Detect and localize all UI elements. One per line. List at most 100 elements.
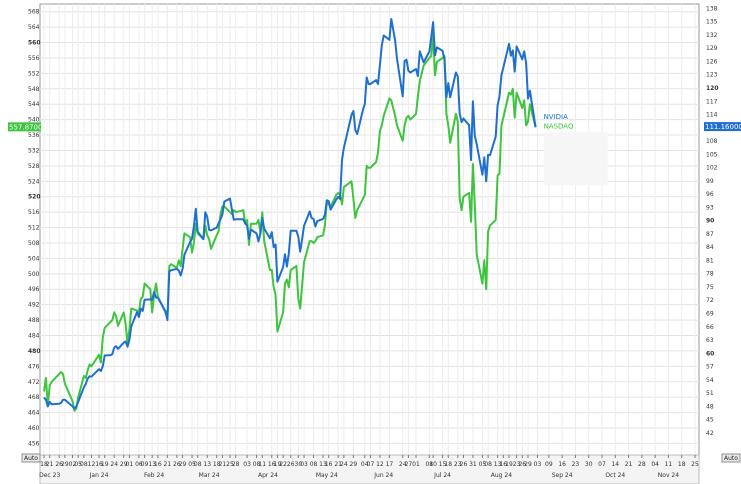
last-value-badge-left-text: 557.870000 — [9, 123, 51, 131]
left-y-tick-label: 496 — [28, 286, 40, 293]
x-day-tick-label: 13 — [494, 461, 502, 468]
x-day-tick-label: 24 — [399, 461, 407, 468]
right-y-tick-label: 63 — [706, 337, 714, 344]
right-y-tick-label: 135 — [706, 19, 718, 26]
series-name-label: NASDAQ — [544, 122, 574, 130]
right-y-tick-label: 108 — [706, 138, 718, 145]
last-value-badge-left — [8, 122, 41, 132]
right-y-tick-label: 99 — [706, 178, 714, 185]
x-day-tick-label: 16 — [499, 461, 507, 468]
x-day-tick-label: 08 — [194, 461, 202, 468]
x-day-tick-label: 02 — [69, 461, 77, 468]
x-day-tick-label: 01 — [412, 461, 420, 468]
right-y-tick-label: 138 — [706, 5, 718, 12]
x-day-tick-label: 08 — [425, 461, 433, 468]
left-y-tick-label: 560 — [28, 40, 41, 47]
x-day-tick-label: 27 — [405, 461, 413, 468]
right-y-tick-label: 132 — [706, 32, 718, 39]
right-y-tick-label: 120 — [706, 85, 719, 92]
x-month-label: Mar 24 — [199, 472, 220, 479]
right-y-tick-label: 57 — [706, 364, 714, 371]
x-month-label: Sep 24 — [552, 472, 573, 479]
x-month-label: Aug 24 — [491, 472, 512, 479]
right-y-tick-label: 93 — [706, 204, 714, 211]
x-day-tick-label: 29 — [120, 461, 128, 468]
x-day-tick-label: 25 — [226, 461, 234, 468]
left-y-tick-label: 520 — [28, 194, 41, 201]
series-line-nasdaq — [43, 33, 537, 412]
x-day-tick-label: 11 — [258, 461, 266, 468]
x-day-tick-label: 21 — [164, 461, 172, 468]
left-y-tick-label: 488 — [28, 317, 40, 324]
x-day-tick-label: 26 — [518, 461, 526, 468]
x-day-tick-label: 23 — [454, 461, 462, 468]
x-day-tick-label: 07 — [598, 461, 606, 468]
x-day-tick-label: 23 — [513, 461, 521, 468]
last-value-badge-right-text: 111.160000 — [705, 123, 741, 131]
overlay-box — [543, 132, 608, 186]
x-day-tick-label: 26 — [460, 461, 468, 468]
x-day-tick-label: 24 — [110, 461, 118, 468]
x-day-tick-label: 03 — [243, 461, 251, 468]
x-day-tick-label: 29 — [61, 461, 69, 468]
x-day-tick-label: 21 — [219, 461, 227, 468]
x-day-tick-label: 12 — [88, 461, 96, 468]
left-y-tick-label: 536 — [28, 132, 40, 139]
grid-lines — [39, 3, 700, 456]
x-day-tick-label: 26 — [173, 461, 181, 468]
x-day-tick-label: 06 — [135, 461, 143, 468]
x-month-label: Jul 24 — [433, 472, 451, 479]
left-y-tick-label: 528 — [28, 163, 40, 170]
right-y-tick-label: 84 — [706, 244, 714, 251]
x-day-tick-label: 18 — [213, 461, 221, 468]
right-y-tick-label: 75 — [706, 284, 714, 291]
x-day-tick-label: 16 — [325, 461, 333, 468]
x-day-tick-label: 23 — [572, 461, 580, 468]
right-y-tick-label: 96 — [706, 191, 714, 198]
right-y-tick-label: 42 — [706, 430, 714, 437]
right-y-tick-label: 60 — [706, 350, 714, 357]
left-y-tick-label: 568 — [28, 9, 40, 16]
right-y-tick-label: 51 — [706, 390, 714, 397]
auto-scale-right-button[interactable]: Auto — [721, 453, 741, 463]
right-y-tick-label: 45 — [706, 417, 714, 424]
auto-left-label: Auto — [24, 455, 38, 462]
left-y-tick-label: 504 — [28, 255, 40, 262]
x-day-tick-label: 13 — [203, 461, 211, 468]
right-y-tick-label: 72 — [706, 297, 714, 304]
x-day-tick-label: 13 — [319, 461, 327, 468]
left-y-tick-label: 556 — [28, 55, 40, 62]
x-month-label: Apr 24 — [258, 472, 278, 479]
x-day-tick-label: 05 — [188, 461, 196, 468]
right-y-tick-label: 126 — [706, 58, 718, 65]
x-day-tick-label: 10 — [429, 461, 437, 468]
right-y-tick-label: 123 — [706, 72, 718, 79]
x-day-tick-label: 29 — [179, 461, 187, 468]
x-day-tick-label: 21 — [625, 461, 633, 468]
x-day-tick-label: 18 — [678, 461, 686, 468]
right-y-tick-label: 117 — [706, 98, 718, 105]
x-day-tick-label: 15 — [439, 461, 447, 468]
x-day-tick-label: 26 — [55, 461, 63, 468]
left-y-tick-label: 456 — [28, 440, 40, 447]
x-day-tick-label: 16 — [558, 461, 566, 468]
x-month-label: Jun 24 — [373, 472, 393, 479]
x-day-tick-label: 03 — [300, 461, 308, 468]
x-day-tick-label: 24 — [340, 461, 348, 468]
x-day-tick-label: 08 — [310, 461, 318, 468]
x-day-tick-label: 16 — [268, 461, 276, 468]
date-axis-strip — [39, 454, 700, 484]
x-day-tick-label: 03 — [534, 461, 542, 468]
x-day-tick-label: 29 — [524, 461, 532, 468]
auto-right-label: Auto — [724, 455, 738, 462]
x-day-tick-label: 22 — [279, 461, 287, 468]
x-day-tick-label: 12 — [376, 461, 384, 468]
left-y-tick-label: 540 — [28, 117, 40, 124]
auto-scale-left-button[interactable]: Auto — [21, 453, 41, 463]
x-day-tick-label: 05 — [479, 461, 487, 468]
x-day-tick-label: 19 — [274, 461, 282, 468]
x-day-tick-label: 08 — [253, 461, 261, 468]
right-y-tick-label: 102 — [706, 165, 718, 172]
